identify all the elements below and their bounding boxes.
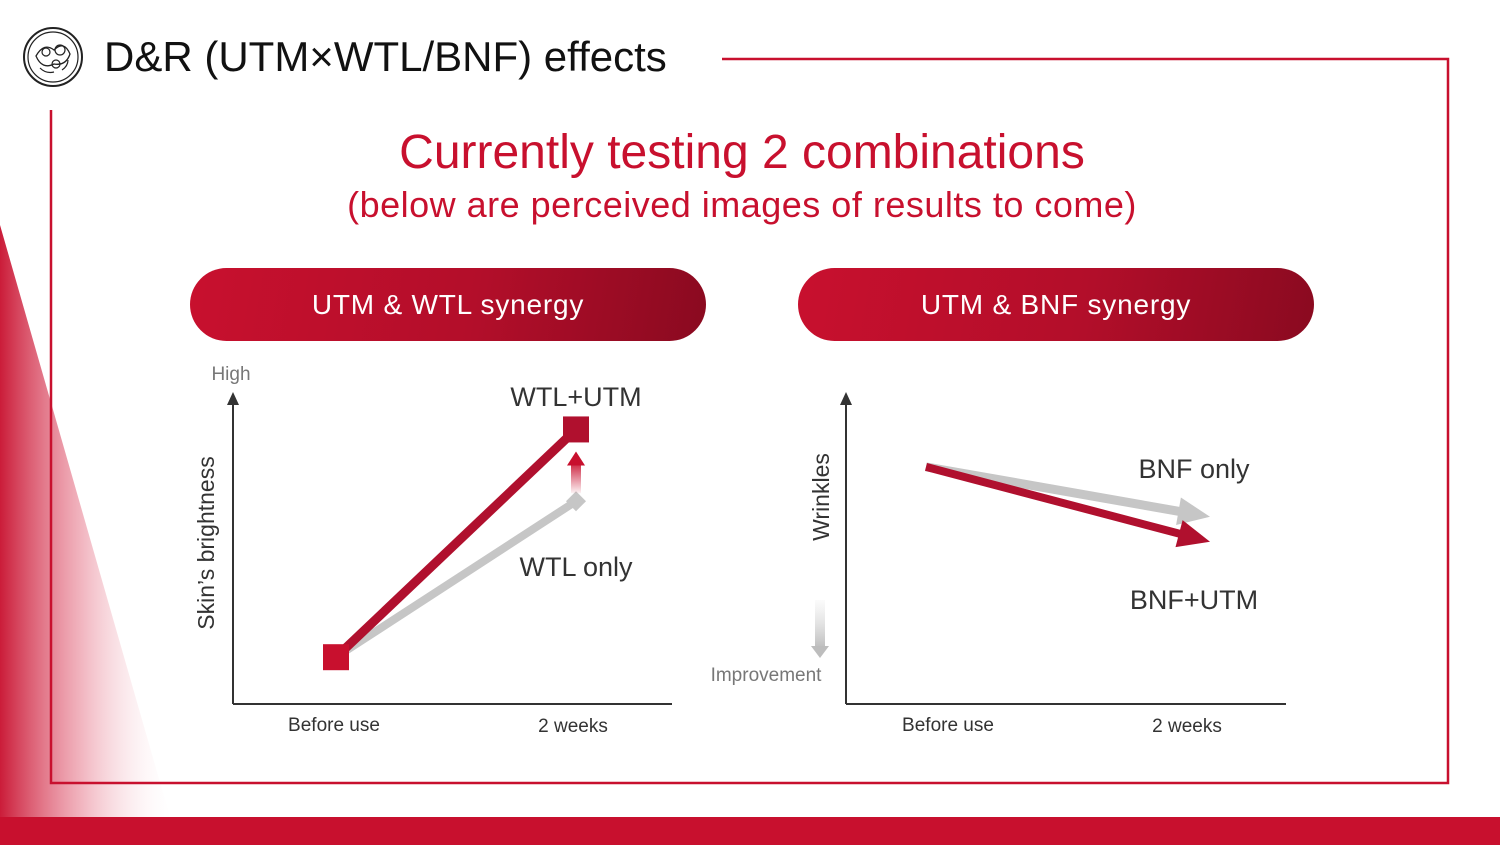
improvement-arrow-head	[567, 451, 585, 466]
x-tick-2-weeks: 2 weeks	[1152, 716, 1222, 737]
series-marker-start	[323, 644, 349, 671]
floral-emblem-icon	[23, 27, 83, 87]
y-axis-arrowhead	[840, 392, 852, 405]
improvement-arrow-shaft	[571, 463, 581, 494]
series-label-bnf-only: BNF only	[1138, 454, 1250, 484]
series-line-wtl-utm	[332, 426, 580, 661]
series-arrowhead-bnf-only	[1176, 497, 1210, 525]
y-indicator-high: High	[211, 364, 250, 385]
headline: Currently testing 2 combinations	[399, 126, 1085, 179]
x-tick-2-weeks: 2 weeks	[538, 716, 608, 737]
series-marker-wtl-utm	[563, 416, 589, 443]
series-label-bnf-utm: BNF+UTM	[1130, 585, 1258, 615]
x-tick-before-use: Before use	[288, 715, 380, 736]
improvement-arrow-shaft	[815, 600, 825, 648]
series-label-wtl-only: WTL only	[519, 552, 633, 582]
y-axis-label: Wrinkles	[808, 453, 834, 541]
series-arrowhead-bnf-utm	[1175, 520, 1210, 548]
x-tick-before-use: Before use	[902, 715, 994, 736]
y-axis-label: Skin’s brightness	[193, 456, 219, 629]
pill-utm-bnf-synergy: UTM & BNF synergy	[798, 268, 1314, 341]
series-line-wtl-only	[332, 497, 580, 662]
y-indicator-improvement: Improvement	[711, 665, 823, 686]
series-line-bnf-utm	[924, 463, 1186, 539]
subheadline: (below are perceived images of results t…	[347, 184, 1137, 225]
series-label-wtl-utm: WTL+UTM	[510, 382, 641, 412]
improvement-arrow-head	[811, 646, 829, 658]
bottom-brand-bar	[0, 817, 1500, 845]
decorative-gradient-triangle	[0, 225, 178, 845]
pill-utm-wtl-synergy: UTM & WTL synergy	[190, 268, 706, 341]
page-title: D&R (UTM×WTL/BNF) effects	[104, 33, 667, 80]
series-marker-wtl-only	[566, 491, 586, 512]
y-axis-arrowhead	[227, 392, 239, 405]
